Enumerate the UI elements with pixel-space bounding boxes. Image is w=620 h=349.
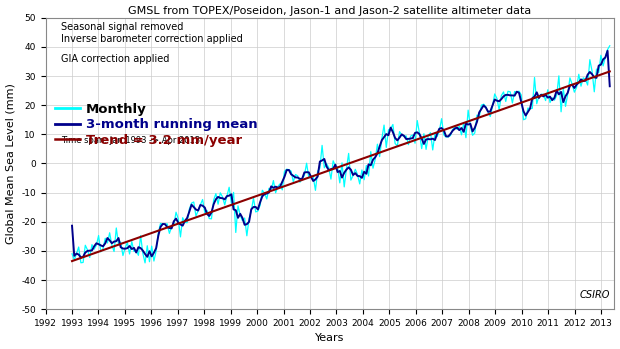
Monthly <box>518 93 525 97</box>
Legend: Monthly, 3-month running mean, Trend = 3.2 mm/year: Monthly, 3-month running mean, Trend = 3… <box>55 103 257 147</box>
3-month running mean <box>606 84 613 88</box>
Y-axis label: Global Mean Sea Level (mm): Global Mean Sea Level (mm) <box>6 83 16 244</box>
Text: Time span: Jan 1993 -> Apr 2013: Time span: Jan 1993 -> Apr 2013 <box>61 136 201 145</box>
Monthly <box>141 261 149 265</box>
3-month running mean <box>77 255 84 260</box>
Monthly <box>522 117 529 121</box>
Text: Inverse barometer correction applied: Inverse barometer correction applied <box>61 34 243 44</box>
X-axis label: Years: Years <box>315 333 345 343</box>
Monthly <box>458 133 465 137</box>
Line: 3-month running mean: 3-month running mean <box>72 51 609 258</box>
3-month running mean <box>518 100 525 104</box>
Title: GMSL from TOPEX/Poseidon, Jason-1 and Jason-2 satellite altimeter data: GMSL from TOPEX/Poseidon, Jason-1 and Ja… <box>128 6 531 16</box>
Text: Seasonal signal removed: Seasonal signal removed <box>61 22 184 32</box>
3-month running mean <box>303 170 311 174</box>
Text: GIA correction applied: GIA correction applied <box>61 54 170 64</box>
Monthly <box>290 180 297 184</box>
Monthly <box>498 94 505 98</box>
3-month running mean <box>458 126 465 130</box>
3-month running mean <box>68 224 76 228</box>
3-month running mean <box>290 174 297 178</box>
3-month running mean <box>522 113 529 118</box>
Monthly <box>303 161 311 165</box>
Text: CSIRO: CSIRO <box>580 290 610 300</box>
Monthly <box>606 44 613 48</box>
3-month running mean <box>604 49 611 53</box>
3-month running mean <box>498 97 505 101</box>
Line: Monthly: Monthly <box>72 46 609 263</box>
Monthly <box>68 252 76 256</box>
